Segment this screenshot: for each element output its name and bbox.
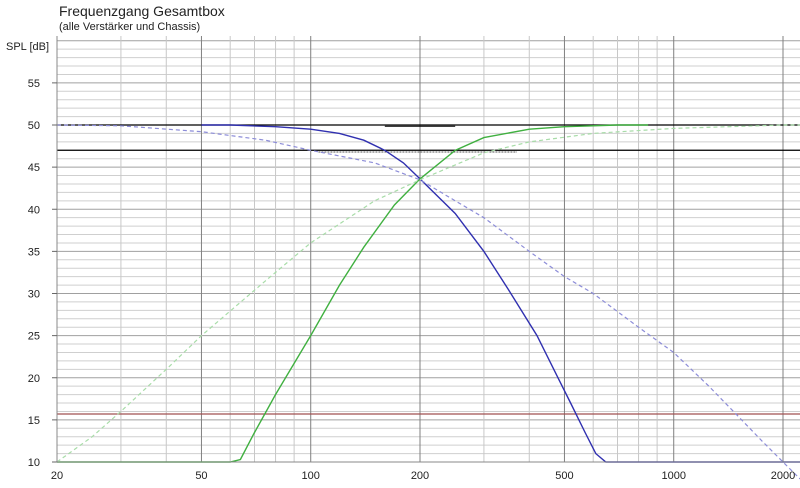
series xyxy=(56,124,800,480)
series-highpass-target xyxy=(56,124,800,463)
reference-lines xyxy=(57,124,800,415)
x-tick-label: 100 xyxy=(302,470,320,482)
y-tick-label: 25 xyxy=(28,331,40,343)
chart-subtitle: (alle Verstärker und Chassis) xyxy=(59,21,201,33)
y-tick-label: 15 xyxy=(28,415,40,427)
y-tick-label: 50 xyxy=(28,120,40,132)
x-tick-label: 50 xyxy=(195,470,207,482)
x-tick-label: 2000 xyxy=(771,470,795,482)
x-tick-label: 1000 xyxy=(661,470,685,482)
x-tick-label: 500 xyxy=(555,470,573,482)
grid xyxy=(56,36,800,463)
y-tick-label: 10 xyxy=(28,457,40,469)
y-tick-label: 55 xyxy=(28,78,40,90)
series-highpass xyxy=(57,124,649,463)
x-tick-label: 200 xyxy=(411,470,429,482)
x-tick-label: 20 xyxy=(51,470,63,482)
series-lowpass-target xyxy=(56,124,800,480)
series-lowpass xyxy=(201,124,800,463)
y-tick-label: 40 xyxy=(28,204,40,216)
chart-title: Frequenzgang Gesamtbox xyxy=(59,3,225,19)
y-tick-label: 30 xyxy=(28,289,40,301)
y-tick-label: 45 xyxy=(28,162,40,174)
y-axis-label: SPL [dB] xyxy=(6,41,49,53)
y-tick-label: 35 xyxy=(28,246,40,258)
axes: 10 15 20 25 30 35 40 45 50 55 20 50 100 200 500 1000 200… xyxy=(28,36,800,482)
y-tick-label: 20 xyxy=(28,373,40,385)
